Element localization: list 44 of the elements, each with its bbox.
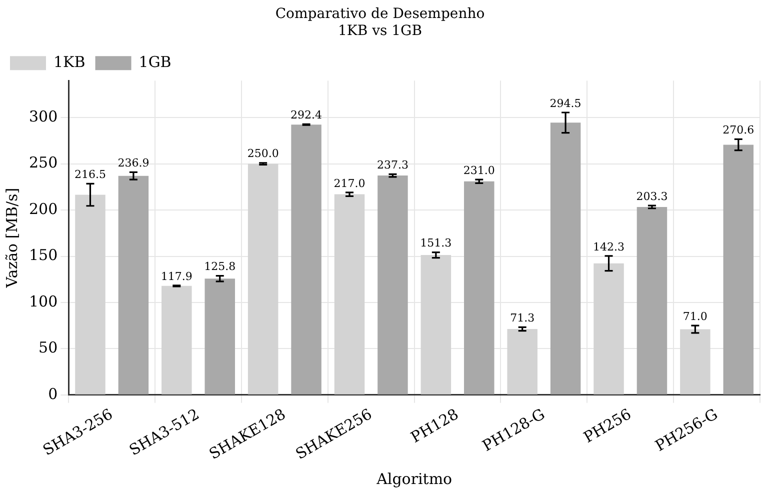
bar <box>204 278 235 394</box>
bar <box>378 176 408 394</box>
data-label: 125.8 <box>204 260 236 274</box>
y-tick-label: 0 <box>48 384 58 403</box>
y-tick-label: 150 <box>28 246 58 264</box>
data-label: 216.5 <box>74 168 106 182</box>
y-tick-label: 100 <box>28 292 58 310</box>
bar <box>680 329 710 394</box>
data-label: 71.3 <box>510 312 535 325</box>
y-tick-label: 50 <box>38 338 58 357</box>
bar <box>75 194 106 394</box>
bar <box>464 181 494 394</box>
y-tick-label: 250 <box>28 154 58 172</box>
bar <box>550 122 581 394</box>
bar <box>118 176 149 394</box>
legend-label: 1GB <box>138 52 172 71</box>
data-label: 270.6 <box>722 124 754 137</box>
legend-label: 1KB <box>54 52 86 71</box>
data-label: 231.0 <box>463 164 495 177</box>
data-label: 237.3 <box>376 158 408 172</box>
data-label: 294.5 <box>550 96 582 110</box>
data-label: 292.4 <box>290 108 322 122</box>
y-axis-title: Vazão [MB/s] <box>2 188 21 289</box>
data-label: 71.0 <box>682 310 708 323</box>
bar <box>162 286 192 394</box>
data-label: 142.3 <box>593 240 625 254</box>
bar <box>594 263 624 394</box>
data-label: 151.3 <box>420 236 452 250</box>
y-tick-label: 300 <box>28 107 58 126</box>
bar <box>248 164 278 394</box>
y-tick-label: 200 <box>28 200 58 218</box>
bar <box>723 144 754 394</box>
x-axis-title: Algoritmo <box>376 470 452 488</box>
bar <box>334 194 365 394</box>
data-label: 117.9 <box>160 270 192 283</box>
data-label: 236.9 <box>118 156 150 170</box>
data-label: 203.3 <box>636 190 668 203</box>
bar <box>636 206 668 394</box>
bar <box>420 255 452 394</box>
bar <box>507 329 538 394</box>
chart-title: Comparativo de Desempenho 1KB vs 1GB <box>275 6 485 39</box>
bar <box>291 124 322 394</box>
data-label: 250.0 <box>247 147 279 160</box>
data-label: 217.0 <box>334 176 366 190</box>
